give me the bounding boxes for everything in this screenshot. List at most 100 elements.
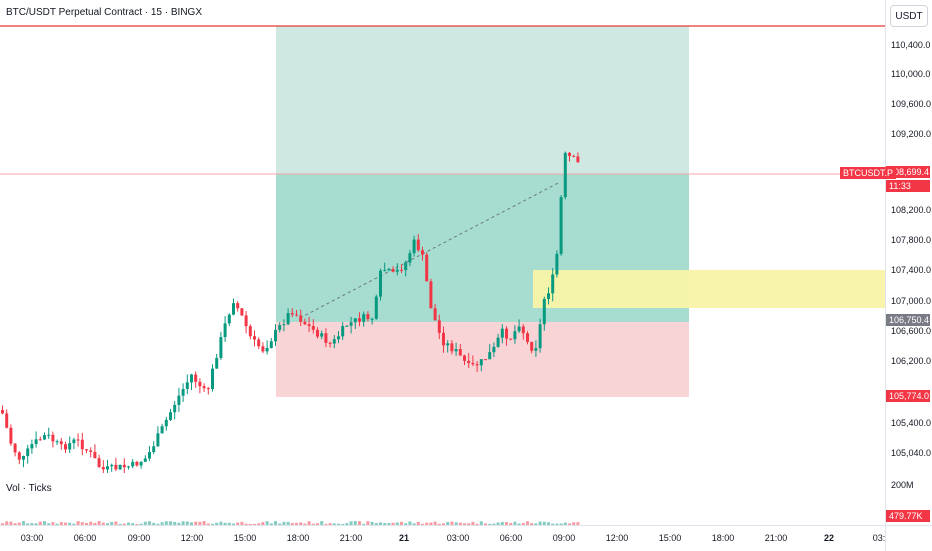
volume-bar	[425, 522, 429, 525]
candle-body	[156, 433, 160, 447]
candle-body	[274, 329, 277, 342]
candle-body	[530, 341, 534, 351]
volume-bar	[139, 523, 143, 525]
volume-bar	[68, 522, 72, 525]
time-label: 03:00	[446, 533, 470, 543]
volume-bar	[366, 521, 370, 525]
volume-bar	[316, 523, 319, 525]
volume-pane[interactable]: Vol · Ticks	[0, 473, 885, 525]
volume-bar	[76, 521, 80, 525]
candle-body	[463, 355, 466, 361]
volume-bar	[559, 523, 563, 525]
time-scale[interactable]: 03:00 06:00 09:00 12:00 15:00 18:00 21:0…	[0, 525, 885, 551]
demand-zone[interactable]	[533, 270, 885, 308]
volume-bar	[206, 523, 210, 525]
price-chart-canvas[interactable]	[0, 0, 885, 473]
candle-body	[572, 155, 576, 157]
target-zone-upper[interactable]	[276, 26, 689, 174]
candle-body	[232, 303, 235, 315]
volume-bar	[156, 523, 160, 525]
candle-body	[85, 449, 88, 451]
volume-bar	[295, 522, 298, 525]
volume-bar	[547, 522, 550, 525]
candle-body	[542, 298, 546, 325]
volume-bar	[110, 521, 114, 525]
candle-body	[467, 360, 471, 364]
candle-body	[559, 197, 563, 254]
settings-corner[interactable]	[885, 525, 932, 551]
candle-body	[358, 318, 361, 322]
trade-path-line	[299, 181, 561, 319]
volume-bar	[370, 521, 374, 525]
candle-body	[202, 386, 206, 389]
candle-body	[492, 346, 496, 353]
candle-body	[177, 395, 181, 405]
volume-bar	[391, 522, 395, 525]
volume-canvas	[1, 521, 580, 525]
price-scale[interactable]: USDT 110,400.0 110,000.0 109,600.0 109,2…	[885, 0, 932, 525]
candle-body	[521, 326, 525, 334]
volume-bar	[299, 522, 303, 525]
candle-body	[118, 464, 122, 470]
time-label: 06:00	[73, 533, 97, 543]
candle-body	[13, 443, 17, 453]
volume-bar	[43, 521, 46, 525]
candle-body	[93, 451, 97, 459]
volume-bar	[479, 521, 483, 525]
volume-bar	[400, 521, 403, 525]
candle-body	[219, 337, 223, 358]
candle-body	[211, 368, 214, 390]
time-label-day: 22	[823, 533, 835, 543]
volume-bar	[433, 521, 437, 525]
candle-body	[555, 253, 559, 275]
candle-body	[488, 352, 492, 360]
volume-bar	[484, 523, 487, 525]
volume-bar	[538, 521, 542, 525]
volume-bar	[324, 523, 328, 525]
volume-bar	[240, 521, 244, 525]
volume-bar	[194, 521, 198, 525]
candle-body	[5, 413, 9, 428]
volume-bar	[164, 521, 168, 525]
candle-body	[223, 323, 227, 338]
candle-body	[89, 450, 93, 452]
candle-body	[227, 314, 231, 324]
volume-bar	[265, 521, 269, 525]
price-label: 106,600.0	[891, 326, 932, 336]
volume-bar	[55, 523, 59, 525]
volume-bar	[85, 522, 88, 525]
candle-body	[194, 374, 198, 382]
volume-bar	[446, 521, 450, 525]
candle-body	[576, 156, 580, 163]
volume-bar	[148, 521, 151, 525]
volume-bar	[232, 523, 235, 525]
candle-body	[1, 410, 4, 414]
price-label: 106,200.0	[891, 356, 932, 366]
price-label: 108,200.0	[891, 205, 932, 215]
volume-bar	[9, 521, 13, 525]
candle-body	[332, 339, 336, 344]
candle-body	[328, 342, 332, 344]
candle-body	[538, 324, 542, 349]
candle-body	[148, 452, 151, 459]
volume-bar	[181, 521, 185, 525]
candle-body	[72, 439, 76, 444]
volume-bar	[236, 522, 240, 525]
price-chart[interactable]: BTC/USDT Perpetual Contract · 15 · BINGX	[0, 0, 885, 473]
volume-bar	[492, 523, 496, 525]
candle-body	[244, 315, 248, 327]
candle-body	[114, 464, 118, 470]
candle-body	[206, 388, 210, 390]
volume-bar	[416, 521, 420, 525]
candle-body	[387, 268, 391, 271]
candle-body	[55, 441, 59, 443]
candle-body	[257, 339, 261, 347]
candle-body	[160, 426, 164, 434]
candle-body	[143, 458, 147, 462]
candle-body	[282, 324, 286, 326]
candle-body	[9, 427, 13, 444]
volume-bar	[59, 522, 63, 525]
volume-bar	[349, 521, 353, 525]
volume-bar	[80, 522, 84, 525]
currency-button[interactable]: USDT	[890, 5, 928, 27]
